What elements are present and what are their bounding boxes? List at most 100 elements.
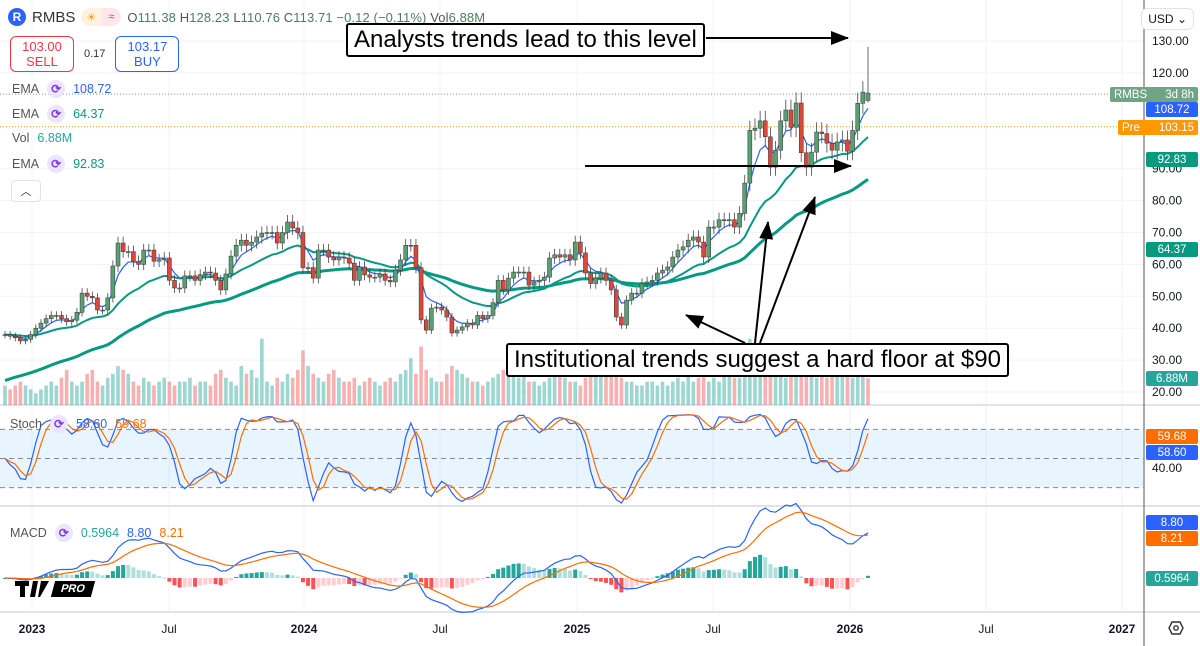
- volume-bar: [819, 369, 824, 405]
- macd-histogram-bar: [413, 574, 418, 578]
- macd-histogram-bar: [557, 568, 562, 578]
- volume-bar: [75, 385, 79, 405]
- candle: [141, 243, 146, 271]
- macd-legend[interactable]: MACD ⟳ 0.5964 8.80 8.21: [10, 524, 184, 542]
- macd-histogram-bar: [331, 578, 336, 586]
- macd-histogram-bar: [583, 574, 588, 578]
- volume-bar: [147, 381, 151, 405]
- macd-histogram-bar: [424, 578, 429, 589]
- session-pill[interactable]: ☀ ≈: [81, 8, 122, 26]
- candle: [192, 270, 198, 286]
- macd-histogram-bar: [38, 575, 43, 578]
- currency-select[interactable]: USD ⌄: [1141, 8, 1194, 30]
- volume-bar: [59, 377, 64, 405]
- macd-histogram-bar: [537, 569, 542, 578]
- collapse-legend-button[interactable]: ︿: [11, 180, 41, 202]
- x-tick-label: 2023: [19, 622, 46, 636]
- indicator-ema-slow[interactable]: EMA ⟳ 64.37: [12, 105, 105, 123]
- x-tick-label: Jul: [978, 622, 993, 636]
- candle: [809, 143, 814, 176]
- macd-histogram-bar: [218, 578, 223, 586]
- indicator-ema-fast[interactable]: EMA ⟳ 108.72: [12, 80, 112, 98]
- macd-histogram-bar: [835, 578, 840, 589]
- macd-histogram-bar: [788, 569, 793, 578]
- volume-bar: [444, 373, 449, 405]
- volume-bar: [604, 350, 608, 405]
- candle: [300, 225, 306, 274]
- candle-body: [74, 312, 80, 321]
- candle: [172, 275, 177, 294]
- stoch-d-line: [4, 414, 869, 501]
- macd-histogram-bar: [542, 570, 547, 578]
- macd-histogram-bar: [562, 568, 567, 578]
- volume-bar: [260, 338, 264, 405]
- volume-bar: [383, 381, 387, 405]
- candle-body: [213, 272, 218, 281]
- candle: [773, 141, 778, 176]
- indicator-ema-mid[interactable]: EMA ⟳ 92.83: [12, 155, 105, 173]
- indicator-volume[interactable]: Vol 6.88M: [12, 131, 73, 145]
- macd-histogram-bar: [239, 574, 244, 578]
- macd-histogram-bar: [645, 578, 650, 581]
- candle-body: [485, 315, 491, 319]
- volume-bar: [167, 381, 172, 405]
- candle: [43, 314, 49, 328]
- stoch-legend[interactable]: Stoch ⟳ 58.60 59.68: [10, 415, 147, 433]
- macd-histogram-bar: [465, 578, 470, 585]
- x-tick-label: 2024: [291, 622, 318, 636]
- candle-body: [778, 120, 783, 151]
- candle: [608, 275, 614, 295]
- volume-bar: [563, 377, 567, 405]
- settings-hexagon-icon[interactable]: [1168, 620, 1184, 636]
- candle: [136, 255, 141, 271]
- candle-body: [2, 334, 8, 336]
- macd-histogram-bar: [275, 574, 280, 578]
- y-tick-label: 80.00: [1152, 194, 1182, 208]
- buy-button[interactable]: 103.17 BUY: [115, 36, 180, 72]
- macd-histogram-bar: [80, 572, 85, 578]
- macd-histogram-bar: [213, 578, 218, 585]
- volume-bar: [126, 373, 131, 405]
- volume-bar: [218, 369, 223, 405]
- candle-body: [403, 245, 408, 261]
- sell-button[interactable]: 103.00 SELL: [10, 36, 74, 72]
- macd-histogram-bar: [609, 578, 614, 585]
- tv-logo-icon: [15, 581, 49, 597]
- macd-histogram-bar: [845, 578, 850, 590]
- candle-body: [372, 276, 378, 279]
- macd-histogram-bar: [259, 572, 264, 578]
- candle: [480, 311, 485, 323]
- macd-histogram-bar: [866, 575, 870, 578]
- macd-histogram-bar: [136, 569, 141, 578]
- volume-bar: [352, 377, 357, 405]
- candle-body: [418, 267, 424, 321]
- volume-bar: [501, 369, 506, 405]
- candle-body: [454, 329, 460, 334]
- candle: [131, 245, 136, 268]
- macd-histogram-bar: [650, 578, 655, 579]
- ema-fast-tag: 108.72: [1146, 102, 1198, 117]
- candle-body: [310, 267, 316, 279]
- candle: [603, 267, 609, 286]
- volume-bar: [614, 373, 619, 405]
- candle: [362, 261, 367, 281]
- candle-body: [177, 287, 182, 290]
- candle-body: [644, 281, 650, 284]
- macd-histogram-bar: [809, 578, 814, 587]
- volume-bar: [188, 377, 192, 405]
- candle-body: [346, 257, 352, 264]
- candle-body: [809, 151, 814, 168]
- macd-histogram-bar: [141, 570, 146, 578]
- candle: [531, 276, 537, 291]
- x-tick-label: Jul: [161, 622, 176, 636]
- candle-body: [531, 281, 537, 286]
- approx-icon: ≈: [101, 8, 122, 26]
- symbol-name[interactable]: RMBS: [32, 8, 76, 26]
- volume-bar: [290, 377, 295, 405]
- macd-histogram-bar: [321, 578, 326, 586]
- candle: [418, 261, 424, 324]
- volume-bar: [208, 385, 213, 405]
- macd-histogram-bar: [578, 570, 583, 578]
- candle-body: [588, 272, 593, 284]
